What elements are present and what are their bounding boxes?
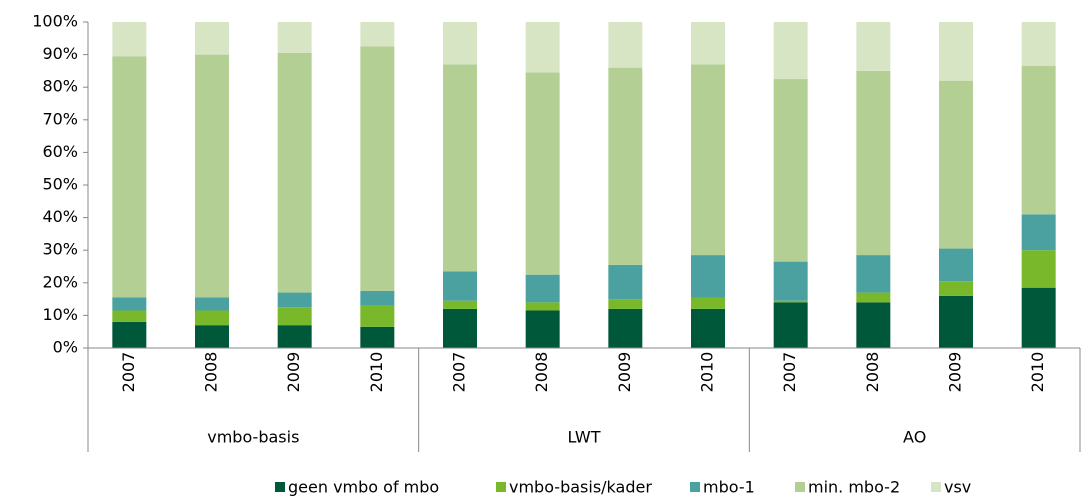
bar-segment xyxy=(691,64,725,256)
bar-segment xyxy=(1021,22,1056,67)
y-tick-label: 20% xyxy=(42,272,78,291)
bar-segment xyxy=(443,308,477,348)
bar-segment xyxy=(443,22,477,65)
bar-segment xyxy=(608,264,643,300)
bar-segment xyxy=(608,67,643,265)
bar-segment xyxy=(112,297,147,311)
bar-segment xyxy=(277,292,312,308)
bar-segment xyxy=(608,299,643,309)
y-tick-label: 10% xyxy=(42,305,78,324)
y-tick-label: 60% xyxy=(42,142,78,161)
legend-swatch xyxy=(931,482,941,492)
bar-segment xyxy=(360,305,395,327)
bar-segment xyxy=(112,310,147,322)
bar-segment xyxy=(443,300,477,309)
y-tick-label: 30% xyxy=(42,240,78,259)
legend-swatch xyxy=(496,482,506,492)
bar-segment xyxy=(112,22,147,57)
bar-segment xyxy=(112,56,147,298)
bar-segment xyxy=(360,290,395,306)
bar-segment xyxy=(773,22,808,80)
bar-segment xyxy=(691,255,725,298)
bar-segment xyxy=(939,248,973,282)
x-tick-label: 2009 xyxy=(615,352,634,393)
bar-segment xyxy=(608,22,643,68)
legend-label: min. mbo-2 xyxy=(808,478,900,496)
bar-segment xyxy=(1021,287,1056,348)
bar-segment xyxy=(1021,250,1056,288)
legend-swatch xyxy=(690,482,700,492)
y-tick-label: 40% xyxy=(42,207,78,226)
x-tick-label: 2010 xyxy=(698,352,717,393)
x-tick-label: 2009 xyxy=(946,352,965,393)
legend-label: mbo-1 xyxy=(703,478,755,496)
bar-segment xyxy=(1021,66,1056,215)
bar-segment xyxy=(608,308,643,348)
bar-segment xyxy=(112,321,147,348)
x-tick-label: 2008 xyxy=(532,352,551,393)
bar-segment xyxy=(773,300,808,303)
bar-segment xyxy=(939,295,973,348)
bar-segment xyxy=(525,72,560,275)
group-label: AO xyxy=(903,428,926,447)
bar-segment xyxy=(277,307,312,326)
bar-segment xyxy=(525,302,560,311)
x-tick-label: 2009 xyxy=(284,352,303,393)
x-tick-label: 2008 xyxy=(202,352,221,393)
bar-segment xyxy=(277,52,312,293)
bar-segment xyxy=(939,281,973,296)
bar-segment xyxy=(277,22,312,53)
x-tick-label: 2007 xyxy=(450,352,469,393)
x-tick-label: 2008 xyxy=(863,352,882,393)
bar-segment xyxy=(360,326,395,348)
bar-segment xyxy=(856,255,891,293)
bar-segment xyxy=(939,22,973,81)
y-tick-label: 90% xyxy=(42,44,78,63)
y-tick-label: 0% xyxy=(53,338,78,357)
bar-segment xyxy=(360,46,395,291)
bar-segment xyxy=(195,22,229,55)
legend-swatch xyxy=(795,482,805,492)
bar-segment xyxy=(691,308,725,348)
x-tick-label: 2010 xyxy=(1028,352,1047,393)
bar-segment xyxy=(691,22,725,65)
bar-segment xyxy=(195,54,229,298)
bar-segment xyxy=(856,292,891,303)
x-tick-label: 2010 xyxy=(367,352,386,393)
bar-segment xyxy=(856,22,891,71)
bar-segment xyxy=(773,261,808,301)
bar-segment xyxy=(691,297,725,309)
group-label: LWT xyxy=(567,428,600,447)
bar-segment xyxy=(195,310,229,326)
group-label: vmbo-basis xyxy=(207,428,299,447)
x-tick-label: 2007 xyxy=(780,352,799,393)
bar-segment xyxy=(525,22,560,73)
bar-segment xyxy=(1021,214,1056,251)
y-tick-label: 50% xyxy=(42,175,78,194)
bar-segment xyxy=(939,80,973,249)
bar-segment xyxy=(525,310,560,348)
legend-swatch xyxy=(275,482,285,492)
bar-segment xyxy=(277,325,312,348)
bar-segment xyxy=(856,70,891,256)
bar-segment xyxy=(443,64,477,272)
bar-segment xyxy=(360,22,395,47)
legend-label: geen vmbo of mbo xyxy=(288,478,439,496)
legend-label: vsv xyxy=(944,478,971,496)
bar-segment xyxy=(773,79,808,262)
y-tick-label: 70% xyxy=(42,109,78,128)
x-tick-label: 2007 xyxy=(119,352,138,393)
bar-segment xyxy=(525,274,560,303)
y-tick-label: 100% xyxy=(32,12,78,31)
bar-segment xyxy=(856,302,891,348)
legend-label: vmbo-basis/kader xyxy=(509,478,652,496)
bar-segment xyxy=(443,271,477,301)
y-tick-label: 80% xyxy=(42,77,78,96)
bar-segment xyxy=(195,297,229,311)
bar-segment xyxy=(195,325,229,348)
bar-segment xyxy=(773,302,808,348)
